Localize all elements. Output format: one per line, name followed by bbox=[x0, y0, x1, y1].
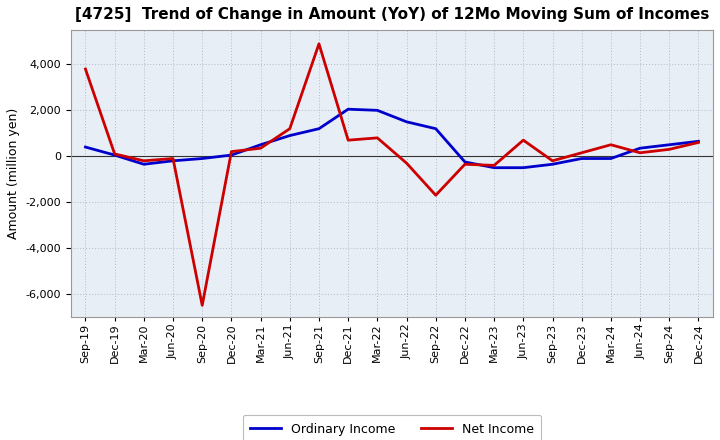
Ordinary Income bbox=[227, 152, 235, 158]
Ordinary Income bbox=[461, 159, 469, 165]
Line: Ordinary Income: Ordinary Income bbox=[86, 109, 698, 168]
Net Income bbox=[548, 158, 557, 163]
Line: Net Income: Net Income bbox=[86, 44, 698, 305]
Legend: Ordinary Income, Net Income: Ordinary Income, Net Income bbox=[243, 415, 541, 440]
Net Income bbox=[694, 140, 703, 145]
Net Income bbox=[402, 161, 411, 166]
Net Income bbox=[665, 147, 674, 152]
Ordinary Income bbox=[636, 146, 644, 151]
Net Income bbox=[344, 138, 353, 143]
Y-axis label: Amount (million yen): Amount (million yen) bbox=[7, 108, 20, 239]
Ordinary Income bbox=[490, 165, 498, 170]
Ordinary Income bbox=[373, 108, 382, 113]
Ordinary Income bbox=[110, 152, 119, 158]
Ordinary Income bbox=[402, 119, 411, 125]
Net Income bbox=[227, 149, 235, 154]
Ordinary Income bbox=[519, 165, 528, 170]
Ordinary Income bbox=[285, 133, 294, 138]
Ordinary Income bbox=[81, 144, 90, 150]
Net Income bbox=[373, 135, 382, 140]
Net Income bbox=[490, 163, 498, 168]
Ordinary Income bbox=[344, 106, 353, 112]
Net Income bbox=[577, 150, 586, 155]
Net Income bbox=[431, 193, 440, 198]
Ordinary Income bbox=[168, 158, 177, 163]
Net Income bbox=[140, 158, 148, 163]
Ordinary Income bbox=[198, 156, 207, 161]
Ordinary Income bbox=[548, 161, 557, 167]
Title: [4725]  Trend of Change in Amount (YoY) of 12Mo Moving Sum of Incomes: [4725] Trend of Change in Amount (YoY) o… bbox=[75, 7, 709, 22]
Ordinary Income bbox=[140, 161, 148, 167]
Ordinary Income bbox=[256, 142, 265, 147]
Net Income bbox=[461, 161, 469, 167]
Net Income bbox=[198, 303, 207, 308]
Ordinary Income bbox=[577, 156, 586, 161]
Net Income bbox=[285, 126, 294, 131]
Net Income bbox=[519, 138, 528, 143]
Net Income bbox=[606, 142, 615, 147]
Net Income bbox=[315, 41, 323, 47]
Ordinary Income bbox=[694, 139, 703, 144]
Net Income bbox=[256, 146, 265, 151]
Net Income bbox=[636, 150, 644, 155]
Ordinary Income bbox=[606, 156, 615, 161]
Ordinary Income bbox=[431, 126, 440, 131]
Net Income bbox=[110, 151, 119, 157]
Net Income bbox=[81, 66, 90, 72]
Ordinary Income bbox=[665, 142, 674, 147]
Ordinary Income bbox=[315, 126, 323, 131]
Net Income bbox=[168, 156, 177, 161]
